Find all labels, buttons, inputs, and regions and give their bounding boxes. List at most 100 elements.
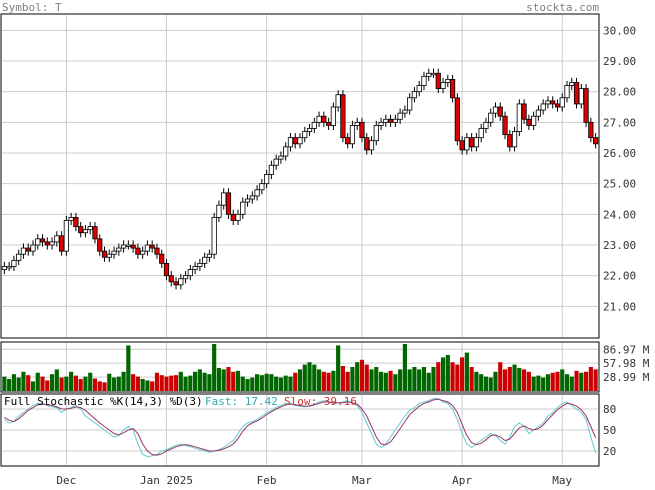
volume-bar	[231, 371, 236, 391]
candle-body	[511, 131, 518, 148]
candle-body	[101, 250, 108, 258]
volume-bar	[45, 380, 50, 391]
volume-bar	[326, 372, 331, 391]
volume-bar	[455, 364, 460, 391]
volume-bar	[583, 371, 589, 391]
volume-bar	[240, 376, 245, 391]
stochastic-panel-frame	[0, 393, 600, 467]
volume-bar	[588, 367, 593, 391]
candle-body	[554, 103, 561, 108]
candle-body	[454, 97, 460, 142]
volume-panel-frame	[0, 341, 600, 393]
volume-bar	[274, 376, 279, 391]
volume-bar	[78, 379, 83, 391]
stochastic-lines	[4, 398, 597, 458]
candle-body	[531, 115, 537, 126]
volume-bar	[550, 372, 555, 391]
candle-body	[583, 88, 589, 123]
volume-bar	[388, 370, 393, 391]
volume-bar	[564, 374, 570, 391]
volume-bar	[526, 371, 531, 391]
candle-body	[411, 91, 418, 99]
candle-body	[402, 109, 408, 114]
candle-body	[68, 216, 74, 221]
candle-body	[192, 266, 198, 270]
volume-bar	[331, 370, 336, 391]
candle-body	[459, 140, 465, 151]
volume-bars	[2, 343, 598, 391]
candle-body	[264, 174, 270, 185]
candle-body	[392, 118, 398, 123]
volume-bar	[498, 362, 503, 391]
volume-bar	[183, 376, 188, 391]
candle-body	[173, 281, 179, 286]
volume-bar	[507, 367, 512, 391]
candle-body	[125, 244, 131, 247]
volume-bar	[474, 371, 479, 391]
candle-body	[416, 85, 422, 93]
candle-body	[154, 247, 160, 255]
volume-bar	[121, 371, 126, 391]
volume-bar	[188, 375, 193, 391]
price-tick-label: 25.00	[603, 178, 636, 191]
volume-bar	[259, 375, 264, 391]
volume-bar	[374, 367, 379, 391]
volume-bar	[531, 376, 536, 391]
x-tick-label: Dec	[56, 474, 76, 486]
candle-body	[526, 118, 532, 126]
volume-bar	[359, 359, 365, 391]
candle-body	[135, 247, 141, 255]
volume-bar	[30, 381, 36, 391]
volume-bar	[73, 375, 78, 391]
candle-body	[59, 235, 65, 252]
candle-body	[349, 125, 356, 145]
candle-body	[306, 128, 313, 132]
volume-tick-label: 86.97 M	[603, 343, 650, 356]
volume-bar	[111, 377, 117, 391]
slow-line	[4, 398, 597, 456]
volume-bar	[574, 370, 579, 391]
candle-body	[387, 118, 394, 123]
volume-bar	[297, 369, 303, 391]
price-tick-label: 30.00	[603, 24, 636, 37]
volume-bar	[150, 381, 155, 391]
candle-body	[111, 250, 117, 255]
candle-body	[545, 100, 551, 105]
candle-body	[445, 79, 451, 83]
volume-bar	[517, 367, 522, 391]
candle-body	[140, 250, 146, 255]
candle-body	[120, 244, 127, 249]
volume-bar	[40, 376, 45, 391]
volume-bar	[140, 379, 145, 391]
stoch-tick-label: 80	[603, 403, 616, 416]
volume-bar	[579, 372, 584, 391]
candle-body	[359, 121, 365, 139]
candle-body	[311, 121, 317, 129]
price-candles	[1, 68, 599, 290]
candle-body	[550, 100, 556, 105]
candle-body	[588, 121, 594, 139]
volume-bar	[340, 366, 345, 391]
candle-body	[11, 259, 17, 267]
volume-bar	[264, 373, 269, 391]
volume-bar	[355, 362, 360, 391]
volume-bar	[16, 377, 21, 391]
candle-body	[235, 213, 241, 221]
candle-body	[144, 244, 151, 252]
volume-bar	[407, 369, 412, 391]
volume-bar	[283, 375, 288, 391]
candle-body	[44, 241, 50, 246]
candle-body	[316, 115, 322, 123]
volume-bar	[173, 375, 179, 391]
price-tick-label: 21.00	[603, 300, 636, 313]
candle-body	[569, 82, 575, 86]
volume-bar	[593, 369, 598, 391]
volume-bar	[11, 374, 17, 391]
candle-body	[297, 137, 303, 145]
volume-bar	[245, 379, 250, 391]
volume-bar	[417, 369, 422, 391]
candle-body	[178, 278, 184, 286]
candle-body	[25, 247, 31, 252]
volume-bar	[316, 369, 322, 391]
volume-bar	[536, 375, 541, 391]
